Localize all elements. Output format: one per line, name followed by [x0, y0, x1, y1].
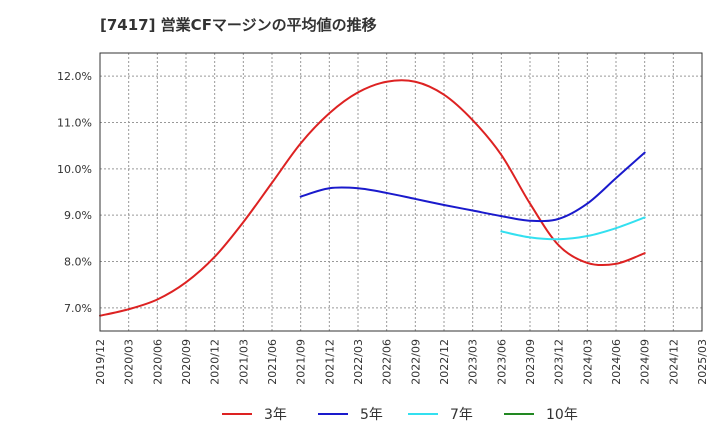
y-tick-label: 12.0% — [57, 70, 92, 83]
x-tick-label: 2022/03 — [352, 339, 365, 385]
plot-background — [100, 53, 702, 331]
legend-swatch — [222, 413, 252, 415]
legend: 3年 5年 7年 10年 — [0, 402, 720, 426]
y-tick-label: 9.0% — [64, 209, 92, 222]
legend-item: 3年 — [222, 402, 287, 426]
legend-item: 10年 — [504, 402, 578, 426]
x-tick-label: 2019/12 — [94, 339, 107, 385]
x-tick-label: 2021/12 — [323, 339, 336, 385]
legend-label: 5年 — [360, 407, 383, 423]
x-tick-label: 2023/09 — [524, 339, 537, 385]
x-tick-label: 2024/12 — [667, 339, 680, 385]
plot-border — [99, 52, 703, 332]
x-tick-label: 2022/09 — [409, 339, 422, 385]
legend-swatch — [408, 413, 438, 415]
x-tick-label: 2020/06 — [151, 339, 164, 385]
legend-item: 7年 — [408, 402, 473, 426]
legend-label: 7年 — [450, 407, 473, 423]
legend-label: 10年 — [546, 407, 578, 423]
y-tick-label: 10.0% — [57, 163, 92, 176]
legend-item: 5年 — [318, 402, 383, 426]
legend-swatch — [318, 413, 348, 415]
x-tick-label: 2021/06 — [266, 339, 279, 385]
series-line-1 — [99, 79, 646, 317]
x-tick-label: 2022/12 — [438, 339, 451, 385]
x-tick-label: 2025/03 — [696, 339, 709, 385]
x-tick-label: 2024/03 — [581, 339, 594, 385]
series-line-3 — [500, 216, 646, 241]
chart-area: 7.0% 8.0% 9.0% 10.0% 11.0% 12.0% 2019/12 2020/0… — [57, 52, 709, 385]
y-tick-label: 8.0% — [64, 256, 92, 269]
x-tick-label: 2023/12 — [553, 339, 566, 385]
y-tick-label: 11.0% — [57, 117, 92, 130]
x-tick-label: 2024/09 — [639, 339, 652, 385]
x-tick-label: 2022/06 — [381, 339, 394, 385]
x-tick-label: 2024/06 — [610, 339, 623, 385]
x-tick-label: 2023/03 — [467, 339, 480, 385]
x-tick-label: 2020/03 — [123, 339, 136, 385]
x-tick-label: 2021/09 — [295, 339, 308, 385]
x-tick-label: 2020/12 — [209, 339, 222, 385]
x-tick-label: 2020/09 — [180, 339, 193, 385]
legend-swatch — [504, 413, 534, 415]
legend-label: 3年 — [264, 407, 287, 423]
x-tick-label: 2023/06 — [495, 339, 508, 385]
chart-title: [7417] 営業CFマージンの平均値の推移 — [100, 16, 377, 34]
x-tick-label: 2021/03 — [237, 339, 250, 385]
series-line-2 — [299, 151, 646, 223]
y-tick-label: 7.0% — [64, 302, 92, 315]
